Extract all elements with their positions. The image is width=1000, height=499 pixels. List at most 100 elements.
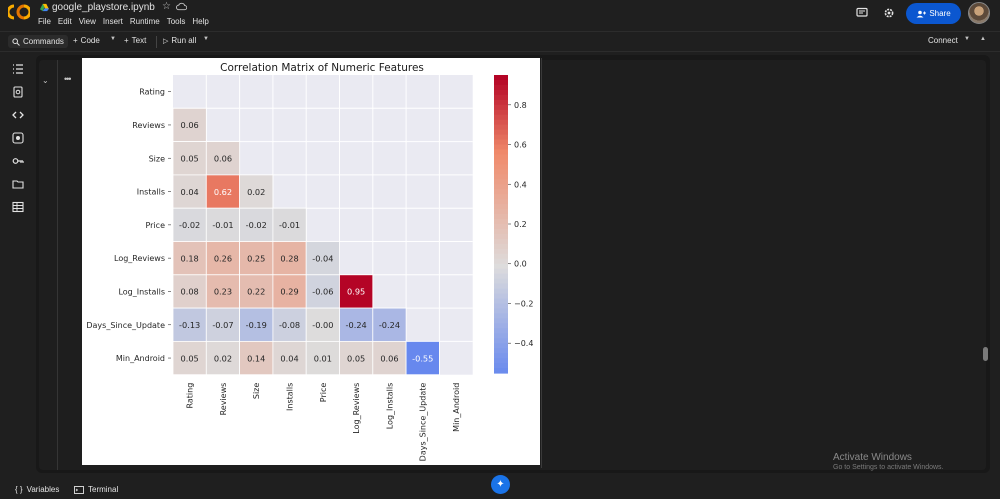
column-tick-label: Log_Installs bbox=[385, 383, 394, 430]
heatmap-cell-6-5 bbox=[339, 274, 374, 309]
menu-insert[interactable]: Insert bbox=[102, 17, 123, 26]
colorbar-segment bbox=[494, 159, 508, 165]
colorbar-segment bbox=[494, 84, 508, 91]
heatmap-cell-value: -0.19 bbox=[246, 320, 267, 330]
heatmap-cell-value: 0.02 bbox=[247, 187, 265, 197]
user-avatar[interactable] bbox=[968, 2, 990, 24]
commands-button[interactable]: Commands bbox=[8, 35, 68, 48]
colab-logo-icon[interactable] bbox=[8, 4, 30, 20]
settings-gear-icon[interactable] bbox=[883, 7, 895, 19]
colorbar-segment bbox=[494, 104, 508, 111]
heatmap-output-image: Correlation Matrix of Numeric Features 0… bbox=[82, 58, 540, 465]
row-tick-label: Log_Installs bbox=[118, 287, 165, 296]
toolbar-collapse-chevron-icon[interactable]: ▲ bbox=[980, 36, 986, 42]
colorbar-segment bbox=[494, 75, 508, 81]
colorbar-tick-label: 0.4 bbox=[514, 180, 527, 189]
heatmap-cell-value: -0.01 bbox=[279, 220, 300, 230]
terminal-label: Terminal bbox=[88, 485, 119, 494]
star-icon[interactable]: ☆ bbox=[162, 1, 171, 12]
heatmap-cell-value: -0.00 bbox=[312, 320, 333, 330]
toolbar: Commands + Code ▼ + Text ▷ Run all ▼ Con… bbox=[0, 31, 1000, 52]
heatmap-cell-8-7 bbox=[405, 340, 440, 376]
heatmap-cell-8-3 bbox=[272, 340, 307, 376]
heatmap-cell-value: 0.23 bbox=[214, 287, 232, 297]
collapse-chevron-icon[interactable]: ⌄ bbox=[42, 76, 49, 85]
heatmap-cell-6-4 bbox=[305, 274, 340, 309]
heatmap-cell-7-2 bbox=[239, 307, 274, 342]
chart-title: Correlation Matrix of Numeric Features bbox=[220, 62, 424, 74]
output-pane-divider bbox=[541, 58, 542, 468]
heatmap-cell-value: 0.05 bbox=[181, 153, 199, 163]
menu-edit[interactable]: Edit bbox=[57, 17, 72, 26]
terminal-button[interactable]: Terminal bbox=[74, 485, 118, 494]
add-code-button[interactable]: + Code bbox=[73, 36, 100, 45]
code-label: Code bbox=[80, 36, 100, 45]
notebook-title[interactable]: google_playstore.ipynb bbox=[52, 2, 155, 13]
colorbar-segment bbox=[494, 368, 508, 374]
commands-label: Commands bbox=[23, 37, 64, 46]
comment-icon[interactable] bbox=[856, 7, 868, 19]
colorbar-segment bbox=[494, 363, 508, 369]
colorbar-segment bbox=[494, 308, 508, 314]
colorbar-segment bbox=[494, 129, 508, 136]
column-tick-label: Installs bbox=[286, 383, 295, 411]
menu-view[interactable]: View bbox=[78, 17, 96, 26]
code-dropdown-chevron-icon[interactable]: ▼ bbox=[110, 36, 116, 42]
colorbar-segment bbox=[494, 99, 508, 106]
heatmap-cell-value: -0.06 bbox=[312, 287, 333, 297]
variables-label: Variables bbox=[26, 485, 60, 494]
heatmap-cell-value: 0.26 bbox=[214, 253, 232, 263]
colorbar-tick-label: 0.2 bbox=[514, 220, 527, 229]
connect-chevron-icon[interactable]: ▼ bbox=[964, 36, 970, 42]
heatmap-cell-value: -0.13 bbox=[179, 320, 200, 330]
run-all-label: Run all bbox=[171, 36, 197, 45]
activate-windows-title: Activate Windows bbox=[833, 452, 912, 463]
text-label: Text bbox=[131, 36, 147, 45]
variables-inspector-icon[interactable] bbox=[12, 132, 24, 144]
heatmap-cell-6-0 bbox=[172, 274, 207, 309]
colorbar-segment bbox=[494, 119, 508, 126]
heatmap-cell-value: -0.01 bbox=[212, 220, 233, 230]
search-icon bbox=[12, 37, 20, 46]
gemini-sparkle-button[interactable]: ✦ bbox=[491, 475, 510, 494]
more-options-icon[interactable]: ••• bbox=[64, 74, 72, 84]
vertical-scrollbar-thumb[interactable] bbox=[983, 347, 988, 361]
row-tick-label: Days_Since_Update bbox=[86, 321, 165, 330]
colorbar-segment bbox=[494, 263, 508, 270]
add-text-button[interactable]: + Text bbox=[124, 36, 146, 45]
left-rail bbox=[0, 53, 35, 473]
variables-button[interactable]: { } Variables bbox=[15, 485, 59, 494]
column-tick-label: Price bbox=[319, 383, 328, 403]
colorbar-tick-label: 0.0 bbox=[514, 260, 527, 269]
menu-file[interactable]: File bbox=[38, 17, 51, 26]
connect-button[interactable]: Connect bbox=[928, 36, 958, 45]
table-of-contents-icon[interactable] bbox=[12, 63, 24, 75]
find-replace-icon[interactable] bbox=[12, 86, 24, 98]
menu-help[interactable]: Help bbox=[192, 17, 209, 26]
column-tick-label: Size bbox=[252, 383, 261, 400]
colorbar-segment bbox=[494, 303, 508, 310]
data-table-icon[interactable] bbox=[12, 201, 24, 213]
colorbar-segment bbox=[494, 328, 508, 334]
menu-tools[interactable]: Tools bbox=[166, 17, 186, 26]
colorbar-tick-label: −0.4 bbox=[514, 339, 533, 348]
run-all-button[interactable]: ▷ Run all bbox=[163, 36, 196, 45]
colorbar-segment bbox=[494, 348, 508, 354]
colorbar-segment bbox=[494, 199, 508, 205]
colorbar-segment bbox=[494, 318, 508, 324]
files-folder-icon[interactable] bbox=[12, 178, 24, 190]
heatmap-cell-5-1 bbox=[205, 241, 241, 276]
row-tick-label: Min_Android bbox=[116, 354, 165, 363]
code-snippets-icon[interactable] bbox=[12, 109, 24, 121]
heatmap-cell-1-0 bbox=[172, 107, 207, 142]
share-button[interactable]: Share bbox=[906, 3, 961, 24]
menu-runtime[interactable]: Runtime bbox=[129, 17, 160, 26]
heatmap-cell-value: -0.24 bbox=[379, 320, 400, 330]
secrets-key-icon[interactable] bbox=[12, 155, 24, 167]
heatmap-cell-5-0 bbox=[172, 241, 207, 276]
run-all-chevron-icon[interactable]: ▼ bbox=[203, 36, 209, 42]
colorbar-segment bbox=[494, 353, 508, 359]
cloud-saved-icon[interactable] bbox=[176, 2, 187, 11]
colorbar-segment bbox=[494, 219, 508, 225]
colorbar-segment bbox=[494, 179, 508, 185]
